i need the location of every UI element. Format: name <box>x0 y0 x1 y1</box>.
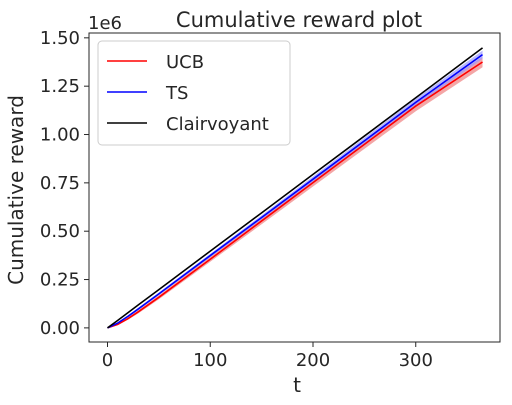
chart-title: Cumulative reward plot <box>176 8 422 32</box>
band-ts <box>107 50 483 328</box>
x-axis-label: t <box>293 373 301 397</box>
legend-label-ts: TS <box>165 83 188 104</box>
y-tick-label: 1.00 <box>40 125 80 146</box>
y-tick-label: 1.25 <box>40 76 80 97</box>
y-tick-label: 0.75 <box>40 173 80 194</box>
x-tick-label: 300 <box>399 350 433 371</box>
legend: UCB TS Clairvoyant <box>97 40 291 146</box>
x-tick-label: 200 <box>296 350 330 371</box>
line-clairvoyant <box>107 47 484 329</box>
line-ucb <box>107 61 483 329</box>
series-lines <box>107 47 484 329</box>
x-axis-ticks: 0 100 200 300 <box>102 342 433 371</box>
x-tick-label: 100 <box>193 350 227 371</box>
plot-frame <box>88 32 501 343</box>
confidence-bands <box>107 50 483 328</box>
y-axis-ticks: 0.00 0.25 0.50 0.75 1.00 1.25 1.50 <box>40 28 89 339</box>
line-ts <box>107 54 483 329</box>
y-axis-label: Cumulative reward <box>4 95 28 285</box>
legend-label-ucb: UCB <box>166 52 204 73</box>
y-tick-label: 0.00 <box>40 318 80 339</box>
legend-box <box>97 40 291 146</box>
y-tick-label: 0.25 <box>40 270 80 291</box>
y-tick-label: 1.50 <box>40 28 80 49</box>
x-tick-label: 0 <box>102 350 113 371</box>
legend-label-clairvoyant: Clairvoyant <box>166 114 269 135</box>
y-offset-label: 1e6 <box>88 13 122 34</box>
y-tick-label: 0.50 <box>40 221 80 242</box>
